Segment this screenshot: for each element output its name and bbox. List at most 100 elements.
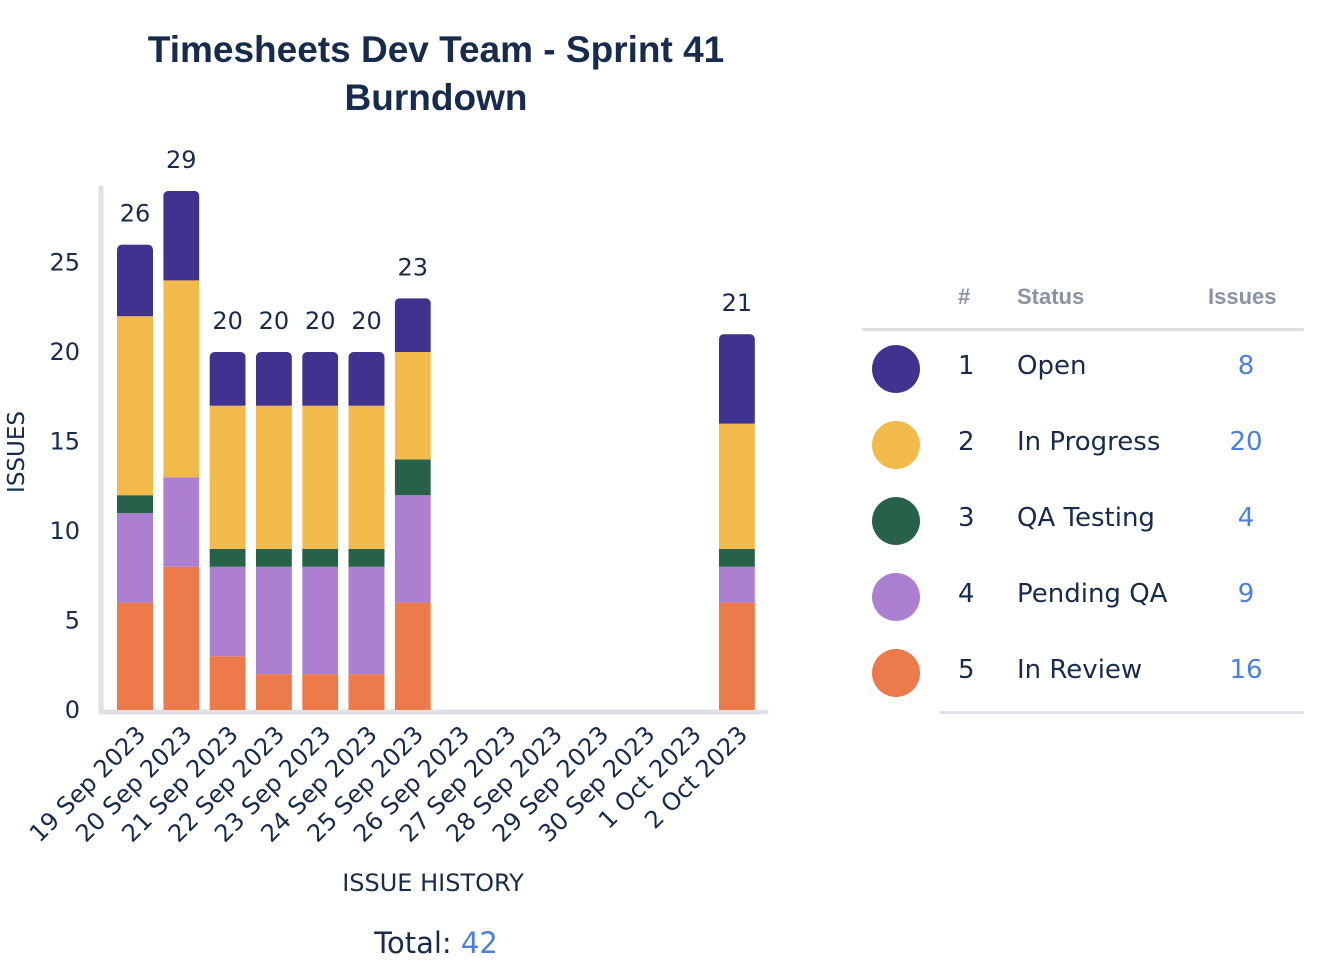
bar-segment-pending-qa <box>394 495 431 603</box>
bar-segment-in-review <box>255 674 292 710</box>
bar-stack <box>209 352 246 710</box>
bar-segment-pending-qa <box>255 566 292 675</box>
y-tick-label: 15 <box>49 428 80 456</box>
bar-segment-in-progress <box>718 423 755 549</box>
legend-row-pending-qa: 4 Pending QA 9 <box>862 559 1304 635</box>
bar-total-label: 20 <box>351 307 382 335</box>
bar-segment-in-review <box>209 656 246 710</box>
legend-color-dot <box>872 497 920 545</box>
legend-row-in-review: 5 In Review 16 <box>862 635 1304 711</box>
bar-segment-open <box>117 244 153 317</box>
bar-segment-open <box>255 352 292 406</box>
legend-row-issue-count[interactable]: 8 <box>1237 351 1255 381</box>
legend-row-issue-count[interactable]: 16 <box>1229 655 1263 685</box>
bar-segment-qa-testing <box>718 548 755 567</box>
bar-segment-open <box>394 298 431 352</box>
legend-row-status: In Progress <box>1017 427 1161 457</box>
total-label: Total: <box>374 926 452 960</box>
legend-row-issue-count[interactable]: 20 <box>1229 427 1263 457</box>
legend-row-in-progress: 2 In Progress 20 <box>862 407 1304 483</box>
bar-segment-open <box>718 334 755 424</box>
y-tick-label: 5 <box>65 607 80 635</box>
bar-segment-in-progress <box>117 316 153 496</box>
legend-row-issue-count[interactable]: 9 <box>1237 579 1255 609</box>
bar-group <box>718 334 755 710</box>
bar-segment-pending-qa <box>209 566 246 657</box>
legend-row-status: Open <box>1017 351 1087 381</box>
bar-segment-qa-testing <box>302 548 339 567</box>
bar-total-label: 29 <box>166 146 197 174</box>
bar-segment-in-review <box>163 566 200 710</box>
legend-row-qa-testing: 3 QA Testing 4 <box>862 483 1304 559</box>
bar-segment-in-progress <box>302 405 339 549</box>
legend-color-dot <box>872 649 920 697</box>
bar-segment-pending-qa <box>348 566 385 675</box>
legend-row-number: 2 <box>958 427 975 457</box>
y-axis-label: ISSUES <box>4 411 30 493</box>
bar-segment-pending-qa <box>302 566 339 675</box>
bar-segment-open <box>348 352 385 406</box>
bar-segment-qa-testing <box>209 548 246 567</box>
legend-row-number: 1 <box>958 351 975 381</box>
legend-row-status: In Review <box>1017 655 1143 685</box>
bar-group <box>209 352 246 710</box>
bar-total-label: 20 <box>259 307 290 335</box>
x-axis-label: ISSUE HISTORY <box>342 869 524 897</box>
legend-color-dot <box>872 421 920 469</box>
bar-segment-open <box>209 352 246 406</box>
bar-group <box>255 352 292 710</box>
bar-segment-pending-qa <box>718 566 755 603</box>
legend-header-status: Status <box>1017 284 1085 309</box>
bar-segment-in-progress <box>255 405 292 549</box>
bar-segment-open <box>163 190 200 281</box>
bar-total-label: 20 <box>212 307 243 335</box>
legend-header: # Status Issues <box>862 278 1304 331</box>
bar-total-label: 23 <box>398 253 429 281</box>
y-tick-label: 25 <box>49 249 80 277</box>
legend-row-number: 3 <box>958 503 975 533</box>
bar-group <box>348 352 385 710</box>
bar-segment-in-review <box>302 674 339 710</box>
legend-row-number: 4 <box>958 579 975 609</box>
bar-segment-in-progress <box>348 405 385 549</box>
total-summary: Total: 42 <box>0 926 872 960</box>
total-value[interactable]: 42 <box>460 926 498 960</box>
bar-group <box>394 298 431 710</box>
legend-header-issues: Issues <box>1208 284 1277 309</box>
bar-stack <box>718 334 755 710</box>
bar-segment-in-progress <box>394 352 431 460</box>
bar-total-label: 20 <box>305 307 336 335</box>
legend-row-status: Pending QA <box>1017 579 1168 609</box>
bar-segment-qa-testing <box>394 459 431 496</box>
bar-group <box>163 190 200 710</box>
legend-rows: 1 Open 8 2 In Progress 20 3 QA Testing 4 4 Pending… <box>862 331 1304 711</box>
y-tick-label: 20 <box>49 338 80 366</box>
legend-divider <box>940 711 1304 714</box>
chart-title: Timesheets Dev Team - Sprint 41 Burndown <box>147 29 725 118</box>
bar-group <box>117 244 153 710</box>
bar-group <box>302 352 339 710</box>
bar-stack <box>348 352 385 710</box>
bar-segment-in-progress <box>163 280 200 478</box>
legend-header-num: # <box>958 284 971 309</box>
bar-total-label: 26 <box>120 200 151 228</box>
bar-stack <box>163 190 200 710</box>
bar-stack <box>255 352 292 710</box>
bar-segment-in-review <box>718 602 755 710</box>
legend-row-issue-count[interactable]: 4 <box>1237 503 1255 533</box>
status-legend: # Status Issues 1 Open 8 2 In Progress 20 3 QA … <box>862 278 1304 714</box>
bar-segment-open <box>302 352 339 406</box>
bar-stack <box>302 352 339 710</box>
bar-segment-in-review <box>348 674 385 710</box>
bar-segment-pending-qa <box>163 477 200 567</box>
legend-row-open: 1 Open 8 <box>862 331 1304 407</box>
bar-stack <box>117 244 153 710</box>
bar-segment-in-progress <box>209 405 246 549</box>
bar-segment-in-review <box>117 602 153 710</box>
bar-segment-qa-testing <box>117 495 153 514</box>
bar-segment-qa-testing <box>255 548 292 567</box>
bar-segment-qa-testing <box>348 548 385 567</box>
bar-segment-pending-qa <box>117 513 153 603</box>
y-tick-label: 10 <box>49 517 80 545</box>
